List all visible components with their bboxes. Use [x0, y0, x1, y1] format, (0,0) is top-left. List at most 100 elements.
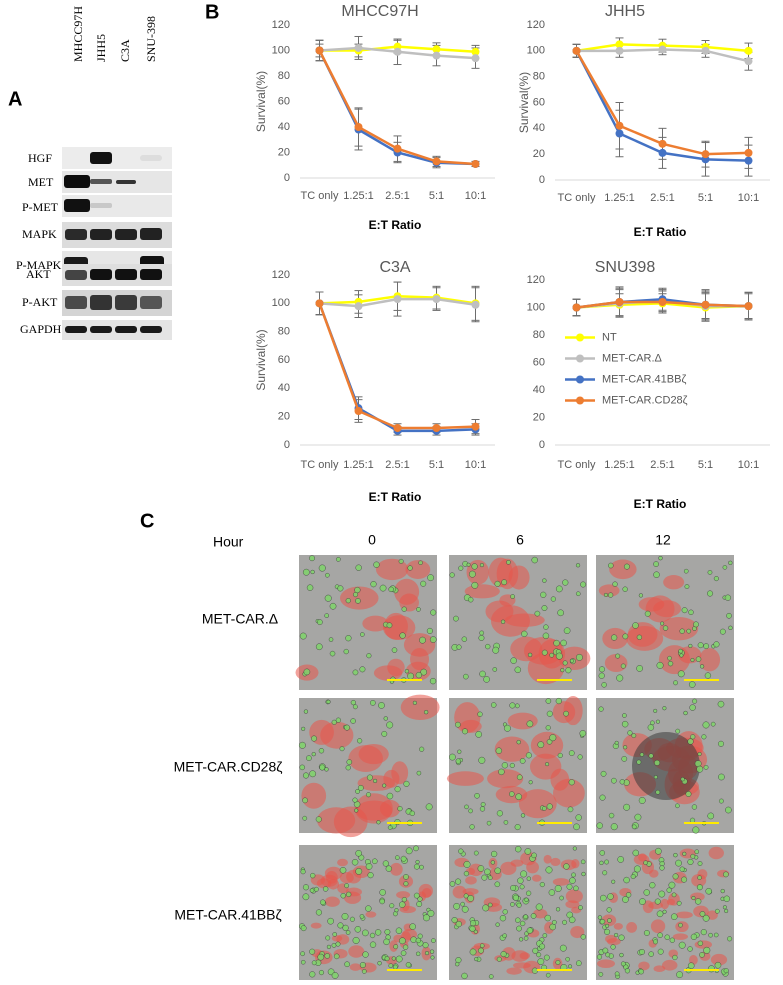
point [471, 159, 480, 168]
cell-green [429, 677, 437, 685]
cell-green [359, 666, 366, 673]
cell-green [622, 586, 628, 592]
cell-red [691, 874, 707, 887]
cell-green [700, 929, 707, 936]
cell-green [400, 950, 407, 956]
cell-green [580, 934, 587, 940]
cell-green [502, 909, 508, 915]
cell-green [399, 632, 406, 639]
cell-green [415, 937, 422, 944]
hour-value: 6 [516, 532, 524, 548]
y-tick-label: 120 [272, 269, 290, 281]
cell-green [514, 824, 521, 831]
cell-green [724, 594, 732, 601]
cell-green [535, 903, 543, 911]
cell-green [573, 823, 580, 831]
cell-green [372, 778, 378, 784]
cell-green [571, 872, 576, 878]
cell-green [499, 914, 507, 922]
cell-green [383, 938, 390, 946]
cell-green [409, 810, 416, 817]
cell-green [395, 927, 403, 934]
cell-green [596, 954, 603, 960]
cell-green [569, 877, 576, 884]
cell-green [673, 852, 678, 858]
point [432, 157, 441, 166]
cell-green [676, 900, 682, 906]
y-tick-label: 120 [272, 19, 290, 31]
cell-green [324, 767, 329, 772]
cell-green [598, 666, 606, 673]
cell-green [350, 699, 357, 706]
cell-green [531, 852, 537, 859]
y-tick-label: 80 [533, 71, 545, 83]
cell-green [550, 596, 557, 602]
cell-green [541, 806, 547, 811]
cell-green [389, 903, 395, 909]
cell-green [479, 806, 486, 812]
cell-red [678, 646, 702, 664]
cell-green [702, 721, 710, 729]
x-tick-label: 10:1 [738, 459, 759, 471]
cell-green [309, 770, 317, 778]
cell-green [383, 716, 388, 721]
cell-green [455, 920, 462, 928]
cell-green [344, 961, 350, 968]
cell-green [526, 927, 534, 934]
cell-green [678, 922, 683, 928]
band [90, 229, 112, 240]
cell-green [524, 897, 529, 902]
cell-green [313, 886, 319, 892]
legend-marker [576, 333, 584, 342]
cell-green [578, 905, 583, 911]
cell-green [559, 895, 564, 901]
cell-green [705, 887, 713, 895]
band [90, 152, 112, 164]
cell-green [708, 932, 713, 938]
cell-green [366, 774, 373, 781]
legend-marker [576, 396, 584, 405]
cell-green [413, 892, 420, 899]
cell-green [718, 798, 724, 804]
cell-green [471, 563, 478, 570]
cell-green [623, 803, 631, 811]
cell-green [625, 892, 632, 898]
cell-green [407, 565, 413, 571]
cell-green [703, 946, 711, 954]
charts: 0 20 40 60 80 100 120 TC only 1.25:1 2.5:1 5:1 10:1… [254, 3, 770, 511]
cell-green [415, 951, 421, 957]
cell-green [333, 953, 340, 960]
point [471, 300, 480, 309]
cell-green [549, 734, 557, 742]
cell-green [500, 951, 507, 958]
band [64, 175, 90, 188]
cell-green [657, 932, 663, 939]
cell-green [519, 884, 525, 890]
cell-green [373, 561, 380, 568]
cell-green [704, 672, 712, 679]
micrograph [299, 845, 437, 980]
cell-green [521, 630, 528, 638]
point [701, 300, 710, 309]
cell-green [679, 653, 684, 658]
cell-green [546, 803, 553, 810]
cell-green [544, 914, 552, 922]
cell-green [386, 622, 393, 629]
cell-green [623, 745, 628, 750]
x-tick-label: 2.5:1 [385, 459, 409, 471]
cell-green [475, 731, 483, 738]
cell-green [309, 948, 316, 955]
cell-red [327, 879, 340, 890]
cell-green [631, 824, 637, 830]
cell-green [605, 923, 610, 928]
cell-green [531, 556, 538, 564]
cell-green [667, 660, 674, 667]
cell-red [649, 869, 659, 878]
cell-green [526, 876, 532, 881]
cell-red [597, 959, 615, 968]
legend-label: MET-CAR.Δ [602, 352, 663, 364]
micrograph [449, 845, 587, 980]
point [615, 129, 624, 138]
cell-green [303, 709, 309, 714]
band [65, 296, 87, 309]
